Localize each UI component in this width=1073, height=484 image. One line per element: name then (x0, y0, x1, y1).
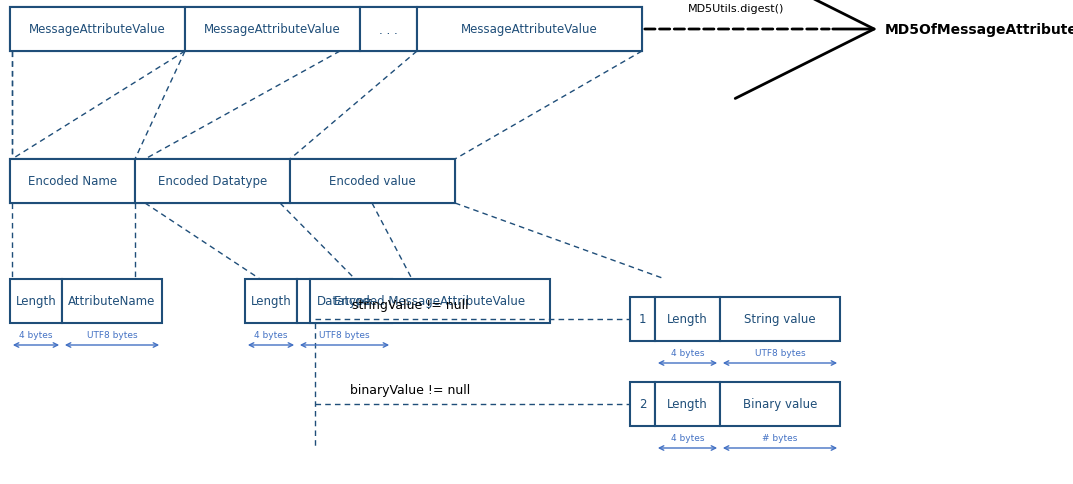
Bar (62, 279, 162, 323)
Text: 1: 1 (638, 313, 646, 326)
Text: UTF8 bytes: UTF8 bytes (87, 330, 137, 339)
Bar (10, 160, 135, 204)
Text: UTF8 bytes: UTF8 bytes (319, 330, 370, 339)
Bar (10, 8, 185, 52)
Text: Length: Length (667, 313, 708, 326)
Bar (290, 160, 455, 204)
Text: Encoded value: Encoded value (329, 175, 416, 188)
Text: Binary value: Binary value (743, 398, 818, 410)
Text: 4 bytes: 4 bytes (254, 330, 288, 339)
Bar (10, 279, 62, 323)
Bar (10, 8, 642, 52)
Text: UTF8 bytes: UTF8 bytes (754, 348, 806, 357)
Text: 2: 2 (638, 398, 646, 410)
Text: MessageAttributeValue: MessageAttributeValue (204, 23, 341, 36)
Bar (417, 8, 642, 52)
Bar (135, 160, 290, 204)
Bar (630, 382, 655, 426)
Bar (720, 382, 840, 426)
Bar (361, 8, 417, 52)
Text: Length: Length (16, 295, 57, 308)
Text: Encoded MessageAttributeValue: Encoded MessageAttributeValue (335, 295, 526, 308)
Text: Length: Length (667, 398, 708, 410)
Bar (655, 297, 720, 341)
Text: Encoded Datatype: Encoded Datatype (158, 175, 267, 188)
Bar (310, 279, 550, 323)
Bar (720, 297, 840, 341)
Bar (10, 160, 455, 204)
Text: Length: Length (251, 295, 292, 308)
Bar (655, 382, 720, 426)
Text: 4 bytes: 4 bytes (671, 348, 704, 357)
Text: AttributeName: AttributeName (69, 295, 156, 308)
Text: # bytes: # bytes (762, 433, 797, 442)
Text: 4 bytes: 4 bytes (19, 330, 53, 339)
Text: MD5OfMessageAttributes: MD5OfMessageAttributes (885, 23, 1073, 37)
Text: binaryValue != null: binaryValue != null (350, 383, 470, 396)
Text: MessageAttributeValue: MessageAttributeValue (461, 23, 598, 36)
Text: 4 bytes: 4 bytes (671, 433, 704, 442)
Bar (630, 297, 655, 341)
Bar (185, 8, 361, 52)
Text: MD5Utils.digest(): MD5Utils.digest() (688, 4, 784, 14)
Text: Datatype: Datatype (317, 295, 372, 308)
Bar (245, 279, 297, 323)
Text: Encoded Name: Encoded Name (28, 175, 117, 188)
Text: stringValue != null: stringValue != null (352, 298, 468, 311)
Text: . . .: . . . (379, 23, 398, 36)
Text: String value: String value (745, 313, 815, 326)
Text: MessageAttributeValue: MessageAttributeValue (29, 23, 166, 36)
Bar (297, 279, 392, 323)
